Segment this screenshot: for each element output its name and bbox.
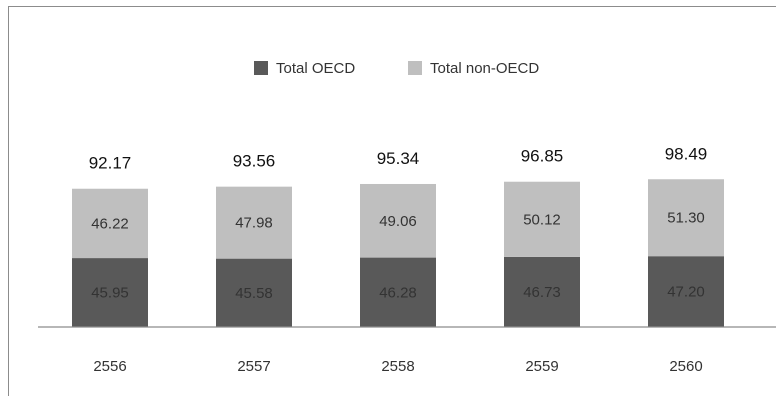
legend-label-1: Total OECD <box>276 60 355 77</box>
total-label-2557: 93.56 <box>233 152 276 171</box>
data-label-2556-series-2: 46.22 <box>91 215 129 232</box>
x-tick-label-2560: 2560 <box>669 358 702 375</box>
bar-2560-series-1 <box>648 256 724 327</box>
bar-2557-series-2 <box>216 186 292 259</box>
bars: 45.95 46.22 92.17 45.58 47.98 93.56 46.28 49.06… <box>72 144 724 327</box>
bar-2559-series-1 <box>504 256 580 327</box>
data-label-2559-series-1: 46.73 <box>523 284 561 301</box>
total-label-2558: 95.34 <box>377 149 420 168</box>
legend-swatch-1 <box>254 61 268 75</box>
bar-2556-series-1 <box>72 258 148 327</box>
bar-2558-series-1 <box>360 257 436 327</box>
data-label-2560-series-1: 47.20 <box>667 284 705 301</box>
data-label-2557-series-2: 47.98 <box>235 215 273 232</box>
bar-2560-series-2 <box>648 179 724 257</box>
data-label-2558-series-1: 46.28 <box>379 284 417 301</box>
x-tick-label-2559: 2559 <box>525 358 558 375</box>
bar-2558-series-2 <box>360 183 436 258</box>
bar-2556-series-2 <box>72 188 148 259</box>
legend-swatch-2 <box>408 61 422 75</box>
total-label-2559: 96.85 <box>521 147 564 166</box>
total-label-2556: 92.17 <box>89 154 132 173</box>
x-tick-label-2556: 2556 <box>93 358 126 375</box>
total-label-2560: 98.49 <box>665 144 708 163</box>
data-label-2557-series-1: 45.58 <box>235 285 273 302</box>
data-label-2558-series-2: 49.06 <box>379 213 417 230</box>
data-label-2559-series-2: 50.12 <box>523 211 561 228</box>
x-tick-label-2557: 2557 <box>237 358 270 375</box>
data-label-2556-series-1: 45.95 <box>91 285 129 302</box>
bar-2557-series-1 <box>216 258 292 327</box>
bar-2559-series-2 <box>504 181 580 257</box>
x-tick-labels: 2556 2557 2558 2559 2560 <box>93 358 702 375</box>
x-tick-label-2558: 2558 <box>381 358 414 375</box>
legend: Total OECD Total non-OECD <box>254 60 539 77</box>
data-label-2560-series-2: 51.30 <box>667 210 705 227</box>
legend-label-2: Total non-OECD <box>430 60 539 77</box>
